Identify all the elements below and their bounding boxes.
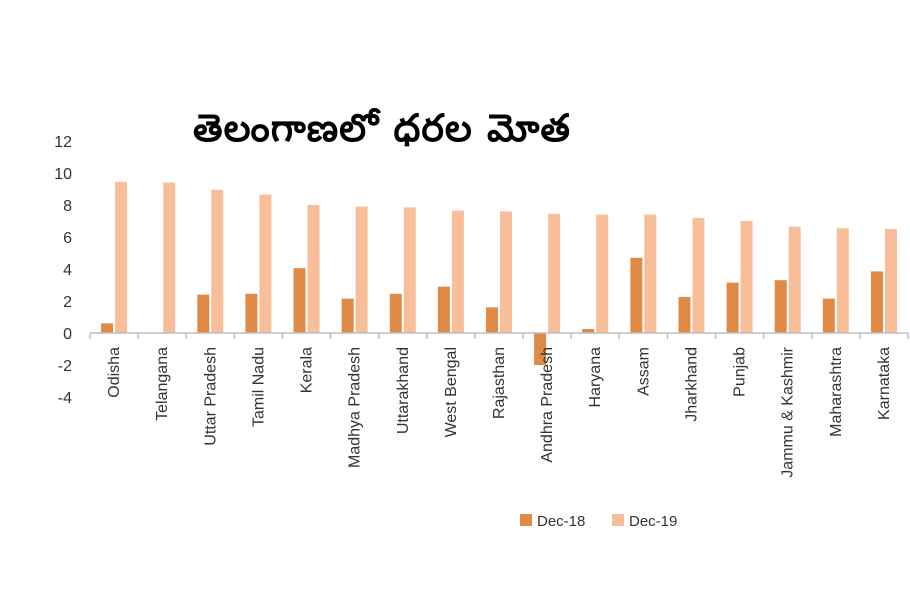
x-tick-label: Haryana — [587, 347, 604, 408]
bar-dec-19 — [788, 226, 801, 333]
bar-dec-19 — [355, 206, 368, 333]
y-tick-label: -4 — [58, 390, 72, 407]
x-tick-label: Odisha — [106, 347, 123, 398]
y-tick-label: 2 — [63, 294, 72, 311]
legend-label-dec-19: Dec-19 — [629, 513, 677, 530]
bar-dec-18 — [630, 257, 643, 333]
bar-dec-19 — [115, 181, 128, 333]
x-tick-label: Jammu & Kashmir — [780, 346, 797, 477]
legend-swatch-dec-18 — [520, 514, 532, 526]
y-tick-label: 10 — [54, 166, 72, 183]
x-tick-label: Telangana — [154, 347, 171, 421]
bar-dec-19 — [307, 205, 320, 333]
bar-dec-19 — [451, 210, 464, 333]
y-tick-label: 12 — [54, 134, 72, 151]
x-tick-label: Assam — [635, 347, 652, 396]
bar-dec-19 — [500, 211, 512, 333]
y-tick-label: 6 — [63, 230, 72, 247]
x-tick-label: Punjab — [732, 347, 749, 397]
bar-dec-18 — [197, 294, 210, 333]
y-tick-label: 8 — [63, 198, 72, 215]
bar-dec-18 — [437, 286, 450, 333]
bar-dec-18 — [582, 329, 595, 333]
y-tick-label: 4 — [63, 262, 72, 279]
bar-dec-19 — [692, 217, 705, 333]
x-tick-label: Uttar Pradesh — [202, 347, 219, 446]
chart-title: తెలంగాణలో ధరల మోత — [193, 106, 571, 150]
x-tick-label: Jharkhand — [683, 347, 700, 422]
x-tick-label: Tamil Nadu — [250, 347, 267, 427]
bar-dec-19 — [644, 214, 657, 333]
legend-swatch-dec-19 — [612, 514, 624, 526]
bar-dec-19 — [259, 194, 272, 333]
x-tick-label: Madhya Pradesh — [347, 347, 364, 468]
legend-label-dec-18: Dec-18 — [537, 513, 585, 530]
bar-dec-18 — [822, 298, 835, 333]
bar-dec-18 — [341, 298, 354, 333]
bar-dec-18 — [534, 333, 547, 365]
x-tick-label: Uttarakhand — [395, 347, 412, 434]
bar-dec-18 — [726, 282, 739, 333]
bar-dec-18 — [774, 280, 787, 333]
bar-dec-18 — [870, 271, 883, 333]
bar-dec-19 — [403, 207, 416, 333]
bar-dec-18 — [486, 307, 498, 333]
x-tick-label: West Bengal — [443, 347, 460, 437]
x-tick-label: Karnataka — [876, 347, 893, 420]
bar-dec-18 — [678, 297, 691, 333]
bar-dec-19 — [740, 221, 753, 333]
x-tick-label: Rajasthan — [491, 347, 508, 419]
bar-dec-18 — [293, 268, 306, 333]
bar-dec-19 — [884, 229, 897, 333]
x-tick-label: Andhra Pradesh — [539, 347, 556, 463]
bar-dec-19 — [836, 228, 849, 333]
bar-dec-18 — [101, 323, 114, 333]
x-tick-label: Kerala — [299, 347, 316, 393]
bar-dec-19 — [548, 213, 561, 333]
bar-dec-18 — [245, 293, 258, 333]
bar-dec-19 — [163, 182, 176, 333]
x-tick-label: Maharashtra — [828, 347, 845, 437]
bar-dec-18 — [389, 293, 402, 333]
y-tick-label: 0 — [63, 326, 72, 343]
y-tick-label: -2 — [58, 358, 72, 375]
bar-dec-19 — [596, 214, 609, 333]
bar-dec-19 — [211, 189, 224, 333]
